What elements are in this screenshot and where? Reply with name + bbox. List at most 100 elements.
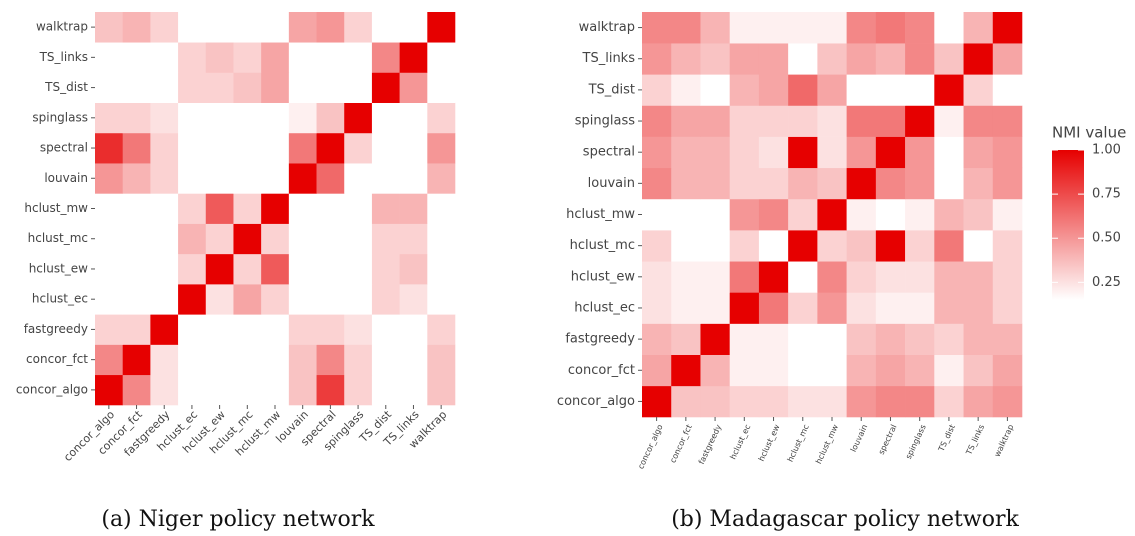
heat-cell: [316, 72, 345, 103]
heat-cell: [817, 230, 847, 262]
heat-cell: [205, 314, 234, 345]
heat-cell: [261, 102, 290, 134]
heat-cell: [344, 284, 373, 315]
heat-cell: [758, 167, 789, 200]
heat-cell: [934, 354, 964, 387]
heat-cell: [261, 374, 290, 406]
heat-cell: [427, 344, 456, 376]
heat-cell: [934, 105, 964, 137]
heat-cell: [233, 223, 262, 255]
heat-cell: [399, 374, 428, 406]
heat-cell: [150, 223, 179, 255]
heat-cell: [788, 385, 818, 418]
y-tick-label: hclust_mc: [28, 231, 88, 245]
heat-cell: [205, 193, 234, 224]
heat-cell: [905, 167, 935, 200]
heat-cell: [427, 102, 456, 134]
heat-cell: [371, 42, 400, 73]
heat-cell: [992, 74, 1023, 106]
heat-cell: [671, 105, 701, 137]
heat-cell: [875, 167, 906, 200]
heat-cell: [700, 43, 730, 75]
heat-cell: [288, 253, 317, 285]
heat-cell: [288, 193, 317, 224]
heat-cell: [642, 12, 672, 44]
y-tick-label: hclust_ec: [574, 300, 635, 315]
heat-cell: [288, 163, 317, 194]
y-tick-label: TS_dist: [44, 80, 88, 94]
heat-cell: [992, 354, 1023, 387]
heat-cell: [178, 163, 207, 194]
heat-cell: [178, 72, 207, 103]
heat-cell: [427, 284, 456, 315]
x-tick-label: TS_dist: [936, 423, 957, 454]
y-tick-label: hclust_ew: [29, 261, 88, 275]
y-tick-label: hclust_mw: [566, 207, 635, 222]
heat-cell: [399, 344, 428, 376]
heat-cell: [700, 12, 730, 44]
y-tick-label: spinglass: [32, 110, 88, 124]
heat-cell: [371, 284, 400, 315]
heat-cell: [992, 230, 1023, 262]
heat-cell: [205, 284, 234, 315]
heat-cell: [817, 74, 847, 106]
heat-cell: [122, 42, 151, 73]
heat-cell: [729, 385, 760, 418]
heat-cell: [934, 198, 964, 231]
heat-cell: [846, 12, 877, 44]
heat-cell: [671, 136, 701, 169]
y-tick-label: hclust_ew: [571, 269, 636, 284]
heat-cell: [758, 292, 789, 324]
y-tick-label: spectral: [583, 145, 635, 160]
heat-cell: [758, 12, 789, 44]
heat-cell: [150, 42, 179, 73]
heat-cell: [671, 167, 701, 200]
heat-cell: [205, 42, 234, 73]
heat-cell: [905, 354, 935, 387]
colorbar: [1052, 150, 1084, 300]
heat-cell: [344, 193, 373, 224]
heat-cell: [905, 12, 935, 44]
heat-cell: [846, 292, 877, 324]
heat-cell: [700, 105, 730, 137]
heat-cell: [150, 72, 179, 103]
heat-cell: [934, 12, 964, 44]
heat-cell: [905, 323, 935, 355]
heat-cell: [788, 43, 818, 75]
heat-cell: [371, 193, 400, 224]
heat-cell: [817, 323, 847, 355]
x-tick-label: hclust_ec: [728, 423, 752, 461]
heat-cell: [316, 102, 345, 134]
heat-cell: [788, 167, 818, 200]
heat-cell: [788, 261, 818, 293]
heat-cell: [817, 105, 847, 137]
heat-cell: [875, 385, 906, 418]
heat-cell: [399, 102, 428, 134]
heat-cell: [905, 74, 935, 106]
heat-cell: [150, 374, 179, 406]
heat-cell: [700, 136, 730, 169]
heat-cell: [122, 12, 151, 43]
heat-cell: [150, 284, 179, 315]
heat-cell: [205, 12, 234, 43]
heat-cell: [371, 12, 400, 43]
heat-cell: [817, 136, 847, 169]
heat-cell: [427, 374, 456, 406]
heat-cell: [905, 198, 935, 231]
heat-cell: [205, 223, 234, 255]
heat-cell: [233, 314, 262, 345]
heat-cell: [178, 193, 207, 224]
heat-cell: [729, 261, 760, 293]
heat-cell: [95, 132, 123, 164]
heat-cell: [905, 261, 935, 293]
heat-cell: [905, 385, 935, 418]
y-tick-label: TS_dist: [588, 82, 635, 97]
heat-cell: [846, 385, 877, 418]
heat-cell: [671, 385, 701, 418]
heat-cell: [729, 198, 760, 231]
heat-cell: [150, 314, 179, 345]
y-tick-label: spectral: [40, 141, 88, 155]
y-tick-label: hclust_ec: [32, 292, 88, 306]
heat-cell: [642, 198, 672, 231]
